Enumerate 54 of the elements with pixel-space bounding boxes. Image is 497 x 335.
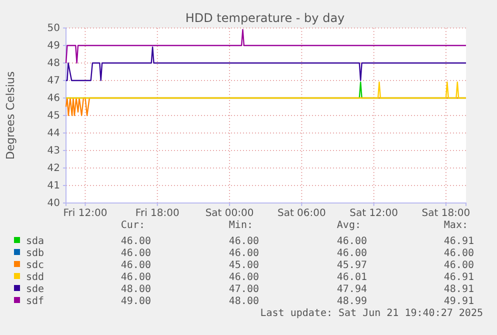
y-tick-label: 47: [47, 76, 60, 87]
text: 46.00: [336, 248, 367, 259]
text: 46.00: [444, 260, 474, 271]
text: 46.91: [444, 236, 474, 247]
text: Max:: [444, 220, 468, 231]
text: 46.00: [444, 248, 474, 259]
x-tick-label: Fri 18:00: [135, 208, 180, 220]
y-tick-label: 46: [47, 93, 60, 104]
text: Min:: [228, 220, 253, 231]
text: 46.00: [120, 272, 151, 283]
text: 49.00: [120, 296, 151, 307]
text: 48.99: [336, 296, 367, 307]
text: 46.01: [336, 272, 367, 283]
text: 46.91: [444, 272, 474, 283]
x-tick-label: Sat 18:00: [422, 208, 470, 220]
text: 45.00: [228, 260, 259, 271]
chart-title: HDD temperature - by day: [185, 11, 345, 25]
text: 48.91: [444, 284, 474, 295]
text: 49.91: [444, 296, 474, 307]
text: Last update: Sat Jun 21 19:40:27 2025: [260, 308, 483, 319]
y-tick-label: 44: [47, 128, 60, 140]
y-tick-label: 48: [47, 58, 60, 70]
legend-label: sdb: [26, 248, 44, 259]
text: 47.94: [336, 284, 367, 295]
text: 46.00: [120, 260, 151, 271]
legend-label: sdc: [26, 260, 44, 271]
text: 46.00: [120, 236, 151, 247]
x-tick-label: Sat 00:00: [205, 208, 254, 220]
y-tick-label: 50: [47, 23, 60, 34]
text: 46.00: [228, 248, 259, 259]
y-tick-label: 40: [47, 198, 60, 210]
x-tick-label: Sat 06:00: [277, 208, 326, 220]
text: 45.97: [336, 260, 367, 271]
text: 46.00: [120, 248, 151, 259]
y-axis-title: Degrees Celsius: [4, 71, 17, 160]
y-tick-label: 49: [47, 40, 60, 52]
legend-label: sda: [26, 236, 44, 247]
y-tick-label: 41: [47, 180, 60, 192]
text: 46.00: [228, 236, 259, 247]
text: 48.00: [120, 284, 151, 295]
legend-label: sdf: [26, 296, 44, 307]
x-tick-label: Fri 12:00: [63, 208, 108, 220]
text: 48.00: [228, 296, 259, 307]
text: Avg:: [336, 220, 361, 231]
text: 46.00: [228, 272, 259, 283]
text: 46.00: [336, 236, 367, 247]
y-tick-label: 43: [47, 146, 60, 157]
text: 47.00: [228, 284, 259, 295]
y-tick-label: 42: [47, 163, 60, 174]
x-tick-label: Sat 12:00: [350, 208, 398, 220]
legend-label: sde: [26, 284, 44, 295]
y-tick-label: 45: [47, 110, 60, 122]
text: Cur:: [120, 220, 145, 231]
legend-label: sdd: [26, 272, 44, 283]
